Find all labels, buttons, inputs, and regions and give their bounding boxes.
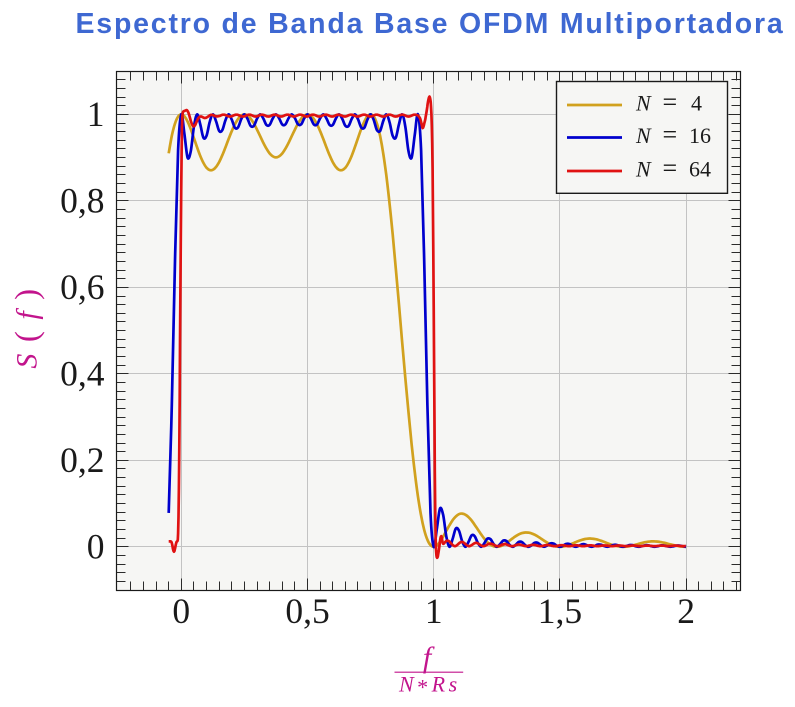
- svg-text:1: 1: [87, 94, 105, 134]
- svg-text:S(f): S(f): [10, 277, 46, 368]
- svg-text:Espectro de Banda Base OFDM Mu: Espectro de Banda Base OFDM Multiportado…: [75, 8, 784, 40]
- svg-text:N=16: N = 16: [635, 120, 711, 149]
- svg-text:0,5: 0,5: [285, 591, 329, 631]
- svg-text:N*Rs: N*Rs: [398, 672, 461, 700]
- svg-text:2: 2: [677, 591, 695, 631]
- svg-text:0,6: 0,6: [60, 267, 104, 307]
- svg-text:N=64: N = 64: [635, 154, 711, 183]
- svg-text:1,5: 1,5: [538, 591, 582, 631]
- svg-text:0: 0: [172, 591, 190, 631]
- svg-text:0,2: 0,2: [60, 440, 104, 480]
- svg-text:0,8: 0,8: [60, 181, 104, 221]
- svg-text:1: 1: [425, 591, 443, 631]
- svg-text:N=4: N = 4: [635, 88, 702, 117]
- svg-text:0,4: 0,4: [60, 353, 105, 393]
- svg-text:0: 0: [87, 526, 105, 566]
